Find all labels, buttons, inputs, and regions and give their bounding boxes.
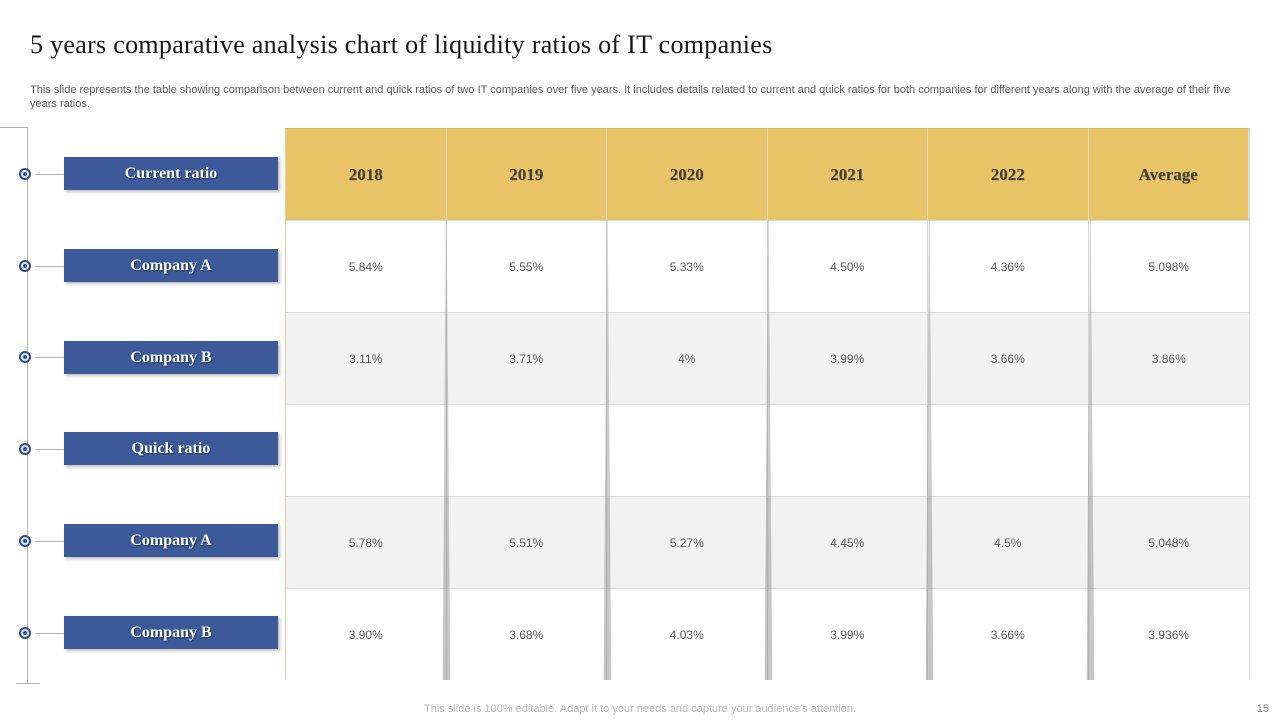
table-cell: 5.51% [446, 496, 607, 588]
rail-top-line [0, 127, 27, 128]
column-header: 2018 [286, 128, 447, 220]
table-cell: 5.78% [286, 496, 447, 588]
label-box-company-a: Company A [64, 524, 278, 557]
table-cell: 4.5% [928, 496, 1089, 588]
table-cell: 4% [607, 312, 768, 404]
table-cell: 3.936% [1088, 588, 1249, 680]
table-cell: 3.99% [767, 588, 928, 680]
column-header: 2020 [607, 128, 768, 220]
table-cell: 5.048% [1088, 496, 1249, 588]
column-header: Average [1088, 128, 1249, 220]
table-cell [928, 404, 1089, 496]
table-cell: 5.84% [286, 220, 447, 312]
rail-vertical-line [27, 127, 28, 684]
table-cell [1088, 404, 1249, 496]
table-cell [607, 404, 768, 496]
connector-line [35, 633, 64, 634]
label-box-quick-ratio: Quick ratio [64, 432, 278, 465]
bullet-marker-icon [19, 535, 31, 547]
label-box-company-b: Company B [64, 616, 278, 649]
table-cell: 4.36% [928, 220, 1089, 312]
bullet-marker-icon [19, 260, 31, 272]
bullet-marker-icon [19, 351, 31, 363]
label-box-company-a: Company A [64, 249, 278, 282]
table-cell: 3.90% [286, 588, 447, 680]
table-cell: 3.11% [286, 312, 447, 404]
table-cell: 3.66% [928, 312, 1089, 404]
table-cell: 3.66% [928, 588, 1089, 680]
page-number: 15 [1256, 703, 1269, 715]
label-box-current-ratio: Current ratio [64, 157, 278, 190]
table-cell: 3.86% [1088, 312, 1249, 404]
bullet-marker-icon [19, 443, 31, 455]
table-cell: 5.55% [446, 220, 607, 312]
connector-line [35, 266, 64, 267]
column-header: 2021 [767, 128, 928, 220]
connector-line [35, 541, 64, 542]
table-cell: 5.33% [607, 220, 768, 312]
table-cell: 3.71% [446, 312, 607, 404]
table-cell: 5.27% [607, 496, 768, 588]
table-cell [446, 404, 607, 496]
connector-line [35, 449, 64, 450]
table-cell: 4.50% [767, 220, 928, 312]
label-box-company-b: Company B [64, 341, 278, 374]
liquidity-ratios-table: 2018 2019 2020 2021 2022 Average 5.84% 5… [285, 128, 1250, 680]
rail-bottom-tick [16, 683, 40, 684]
table-cell: 3.68% [446, 588, 607, 680]
bullet-marker-icon [19, 627, 31, 639]
slide-description: This slide represents the table showing … [30, 84, 1231, 110]
table-cell: 3.99% [767, 312, 928, 404]
page-title: 5 years comparative analysis chart of li… [30, 30, 773, 59]
connector-line [35, 357, 64, 358]
footer-note: This slide is 100% editable. Adapt it to… [424, 703, 856, 715]
column-header: 2022 [928, 128, 1089, 220]
column-header: 2019 [446, 128, 607, 220]
table-cell: 4.03% [607, 588, 768, 680]
table-cell: 4.45% [767, 496, 928, 588]
connector-line [35, 174, 64, 175]
table-cell: 5.098% [1088, 220, 1249, 312]
table-cell [767, 404, 928, 496]
bullet-marker-icon [19, 168, 31, 180]
table-cell [286, 404, 447, 496]
